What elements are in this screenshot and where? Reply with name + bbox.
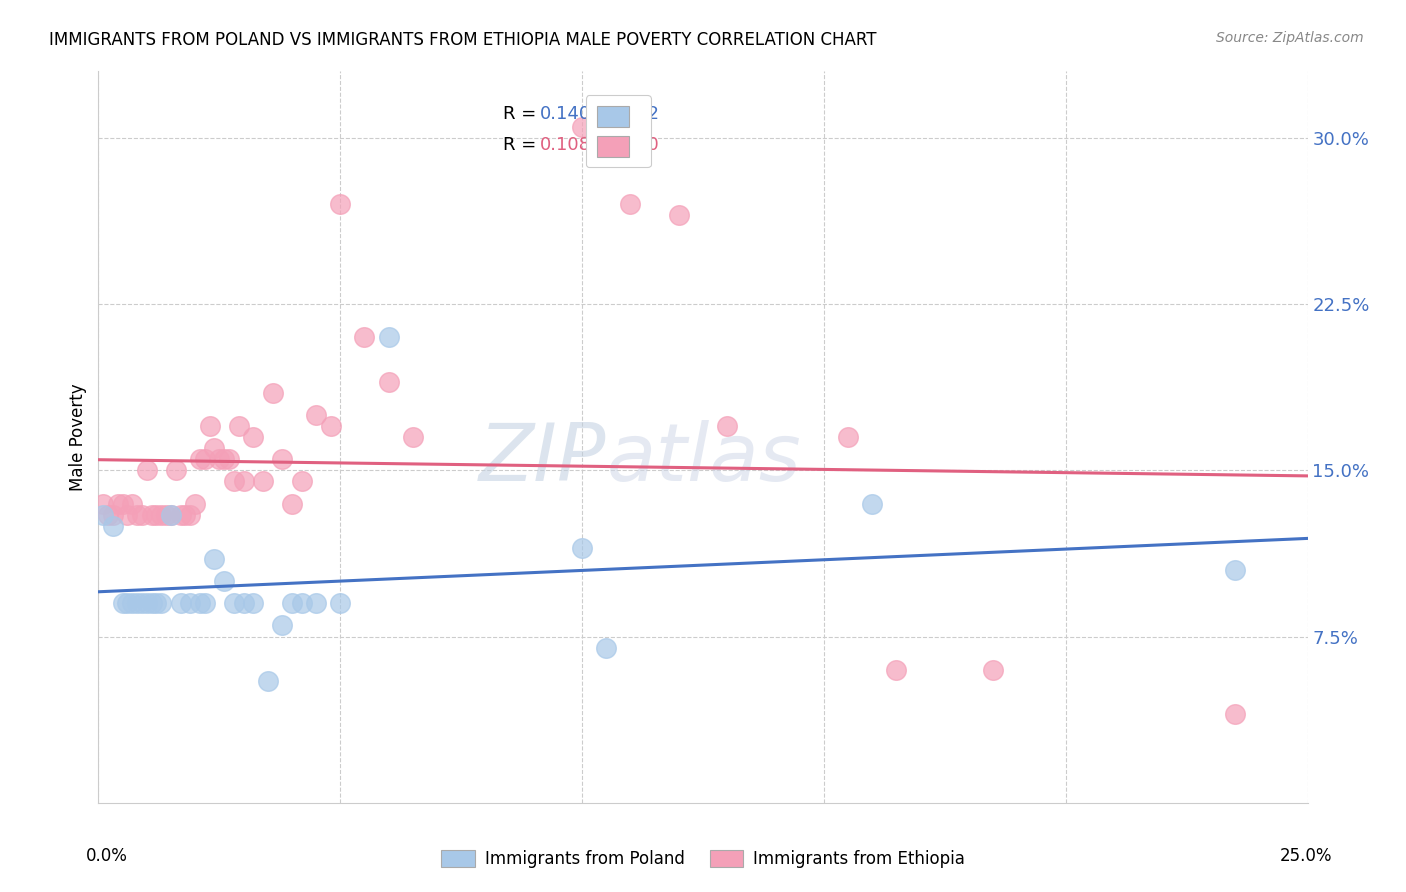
Legend: , : , [586, 95, 651, 168]
Point [107, 497, 129, 511]
Point [131, 596, 153, 610]
Point [305, 596, 328, 610]
Text: N =: N = [600, 136, 640, 153]
Point [208, 452, 231, 467]
Point [232, 596, 254, 610]
Point [886, 663, 908, 677]
Point [218, 452, 240, 467]
Point [716, 419, 738, 434]
Point [402, 430, 425, 444]
Point [837, 430, 859, 444]
Point [194, 596, 217, 610]
Text: N =: N = [600, 104, 640, 123]
Point [242, 596, 264, 610]
Point [290, 475, 312, 489]
Point [1223, 563, 1246, 577]
Point [305, 408, 328, 422]
Point [179, 596, 201, 610]
Point [91, 508, 114, 522]
Point [290, 596, 312, 610]
Point [155, 508, 177, 522]
Point [571, 120, 593, 134]
Point [117, 596, 139, 610]
Point [252, 475, 274, 489]
Point [145, 508, 167, 522]
Point [232, 475, 254, 489]
Text: 0.0%: 0.0% [86, 847, 128, 864]
Point [377, 375, 399, 389]
Point [256, 673, 278, 688]
Text: Source: ZipAtlas.com: Source: ZipAtlas.com [1216, 31, 1364, 45]
Point [145, 596, 167, 610]
Text: R =: R = [503, 136, 543, 153]
Point [222, 475, 245, 489]
Point [111, 596, 134, 610]
Point [188, 452, 211, 467]
Text: 0.140: 0.140 [540, 104, 591, 123]
Point [111, 497, 134, 511]
Point [121, 497, 143, 511]
Point [860, 497, 883, 511]
Point [160, 508, 183, 522]
Text: R =: R = [503, 104, 543, 123]
Point [212, 452, 235, 467]
Point [212, 574, 235, 589]
Point [1223, 707, 1246, 722]
Point [271, 452, 294, 467]
Point [141, 508, 163, 522]
Point [174, 508, 197, 522]
Point [101, 518, 124, 533]
Point [262, 385, 284, 400]
Point [319, 419, 342, 434]
Point [165, 463, 187, 477]
Point [981, 663, 1004, 677]
Point [135, 463, 157, 477]
Point [668, 209, 690, 223]
Text: ZIP: ZIP [479, 420, 606, 498]
Y-axis label: Male Poverty: Male Poverty [69, 384, 87, 491]
Point [204, 552, 226, 566]
Point [121, 596, 143, 610]
Point [204, 441, 226, 455]
Point [169, 596, 191, 610]
Point [91, 497, 114, 511]
Point [97, 508, 120, 522]
Point [222, 596, 245, 610]
Point [179, 508, 201, 522]
Point [101, 508, 124, 522]
Text: 0.108: 0.108 [540, 136, 591, 153]
Point [184, 497, 207, 511]
Point [242, 430, 264, 444]
Point [188, 596, 211, 610]
Point [135, 596, 157, 610]
Point [150, 508, 173, 522]
Point [169, 508, 191, 522]
Point [281, 596, 304, 610]
Point [271, 618, 294, 632]
Point [353, 330, 375, 344]
Text: atlas: atlas [606, 420, 801, 498]
Text: 32: 32 [637, 104, 659, 123]
Point [329, 596, 352, 610]
Text: IMMIGRANTS FROM POLAND VS IMMIGRANTS FROM ETHIOPIA MALE POVERTY CORRELATION CHAR: IMMIGRANTS FROM POLAND VS IMMIGRANTS FRO… [49, 31, 877, 49]
Point [127, 596, 149, 610]
Point [281, 497, 304, 511]
Point [198, 419, 221, 434]
Point [160, 508, 183, 522]
Point [194, 452, 217, 467]
Text: 50: 50 [637, 136, 659, 153]
Point [127, 508, 149, 522]
Point [141, 596, 163, 610]
Point [595, 640, 617, 655]
Point [150, 596, 173, 610]
Point [571, 541, 593, 555]
Text: 25.0%: 25.0% [1279, 847, 1331, 864]
Legend: Immigrants from Poland, Immigrants from Ethiopia: Immigrants from Poland, Immigrants from … [434, 843, 972, 875]
Point [228, 419, 250, 434]
Point [619, 197, 641, 211]
Point [329, 197, 352, 211]
Point [117, 508, 139, 522]
Point [131, 508, 153, 522]
Point [377, 330, 399, 344]
